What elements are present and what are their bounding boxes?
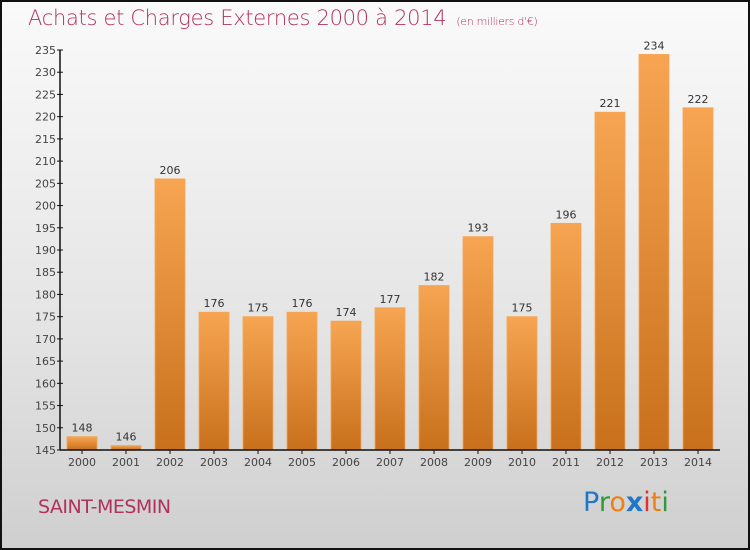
town-name: SAINT-MESMIN: [38, 496, 171, 518]
data-label-2009: 193: [468, 222, 489, 235]
proxiti-logo: Proxiti: [583, 487, 669, 518]
y-tick-label-150: 150: [35, 422, 56, 435]
title-text: Achats et Charges Externes 2000 à 2014: [28, 6, 447, 30]
y-tick-label-160: 160: [35, 377, 56, 390]
data-label-2012: 221: [600, 97, 621, 110]
x-tick-label-2012: 2012: [596, 456, 624, 469]
y-tick-label-185: 185: [35, 266, 56, 279]
data-label-2011: 196: [556, 208, 577, 221]
chart-subtitle: (en milliers d'€): [456, 15, 538, 28]
data-label-2003: 176: [204, 297, 225, 310]
bar-2012: [594, 111, 626, 451]
y-tick-label-230: 230: [35, 66, 56, 79]
x-tick-label-2006: 2006: [332, 456, 360, 469]
y-tick-label-180: 180: [35, 288, 56, 301]
y-tick-label-200: 200: [35, 200, 56, 213]
data-label-2001: 146: [116, 431, 137, 444]
y-tick-label-235: 235: [35, 44, 56, 57]
bar-2007: [374, 307, 406, 451]
x-tick-label-2010: 2010: [508, 456, 536, 469]
axes-group: 2000 2001 2002 2003 2004 2005 2006 2007 2008 2009…: [35, 44, 720, 469]
data-label-2000: 148: [72, 422, 93, 435]
bar-2000: [66, 436, 98, 451]
y-tick-label-225: 225: [35, 88, 56, 101]
x-tick-label-2014: 2014: [684, 456, 712, 469]
logo-letter: t: [650, 487, 662, 518]
x-tick-label-2000: 2000: [68, 456, 96, 469]
y-tick-label-205: 205: [35, 177, 56, 190]
logo-letter: P: [583, 487, 599, 518]
chart-title: Achats et Charges Externes 2000 à 2014 (e…: [28, 6, 538, 30]
x-tick-label-2009: 2009: [464, 456, 492, 469]
logo-letter: x: [625, 487, 644, 518]
bar-2008: [418, 285, 450, 451]
data-label-2007: 177: [380, 293, 401, 306]
y-tick-label-220: 220: [35, 111, 56, 124]
data-label-2006: 174: [336, 306, 357, 319]
x-tick-label-2004: 2004: [244, 456, 272, 469]
data-label-2014: 222: [688, 93, 709, 106]
logo-letter: i: [643, 487, 651, 518]
bar-2014: [682, 107, 714, 451]
logo-letter: r: [598, 487, 610, 518]
y-tick-label-145: 145: [35, 444, 56, 457]
x-tick-label-2002: 2002: [156, 456, 184, 469]
data-label-2008: 182: [424, 271, 445, 284]
x-tick-label-2011: 2011: [552, 456, 580, 469]
data-label-2004: 175: [248, 302, 269, 315]
x-tick-label-2005: 2005: [288, 456, 316, 469]
bar-2006: [330, 320, 362, 451]
x-tick-label-2007: 2007: [376, 456, 404, 469]
bar-2002: [154, 178, 186, 451]
bar-2003: [198, 311, 230, 451]
bar-2011: [550, 222, 582, 451]
bar-2005: [286, 311, 318, 451]
y-tick-label-175: 175: [35, 311, 56, 324]
data-label-2005: 176: [292, 297, 313, 310]
logo-letter: o: [609, 487, 626, 518]
data-label-2013: 234: [644, 39, 665, 52]
x-tick-label-2001: 2001: [112, 456, 140, 469]
bar-2010: [506, 316, 538, 451]
x-tick-label-2013: 2013: [640, 456, 668, 469]
y-tick-label-190: 190: [35, 244, 56, 257]
bar-2013: [638, 54, 670, 451]
bars-group: 148 146 206 176 175 176 174 177 182 193 175 196 221 2…: [66, 39, 714, 451]
data-label-2002: 206: [160, 164, 181, 177]
x-tick-label-2008: 2008: [420, 456, 448, 469]
x-tick-label-2003: 2003: [200, 456, 228, 469]
y-tick-label-210: 210: [35, 155, 56, 168]
logo-letter: i: [661, 487, 669, 518]
y-tick-label-170: 170: [35, 333, 56, 346]
y-tick-label-155: 155: [35, 400, 56, 413]
y-tick-label-215: 215: [35, 133, 56, 146]
y-tick-label-165: 165: [35, 355, 56, 368]
bar-2004: [242, 316, 274, 451]
bar-2009: [462, 236, 494, 451]
data-label-2010: 175: [512, 302, 533, 315]
y-tick-label-195: 195: [35, 222, 56, 235]
